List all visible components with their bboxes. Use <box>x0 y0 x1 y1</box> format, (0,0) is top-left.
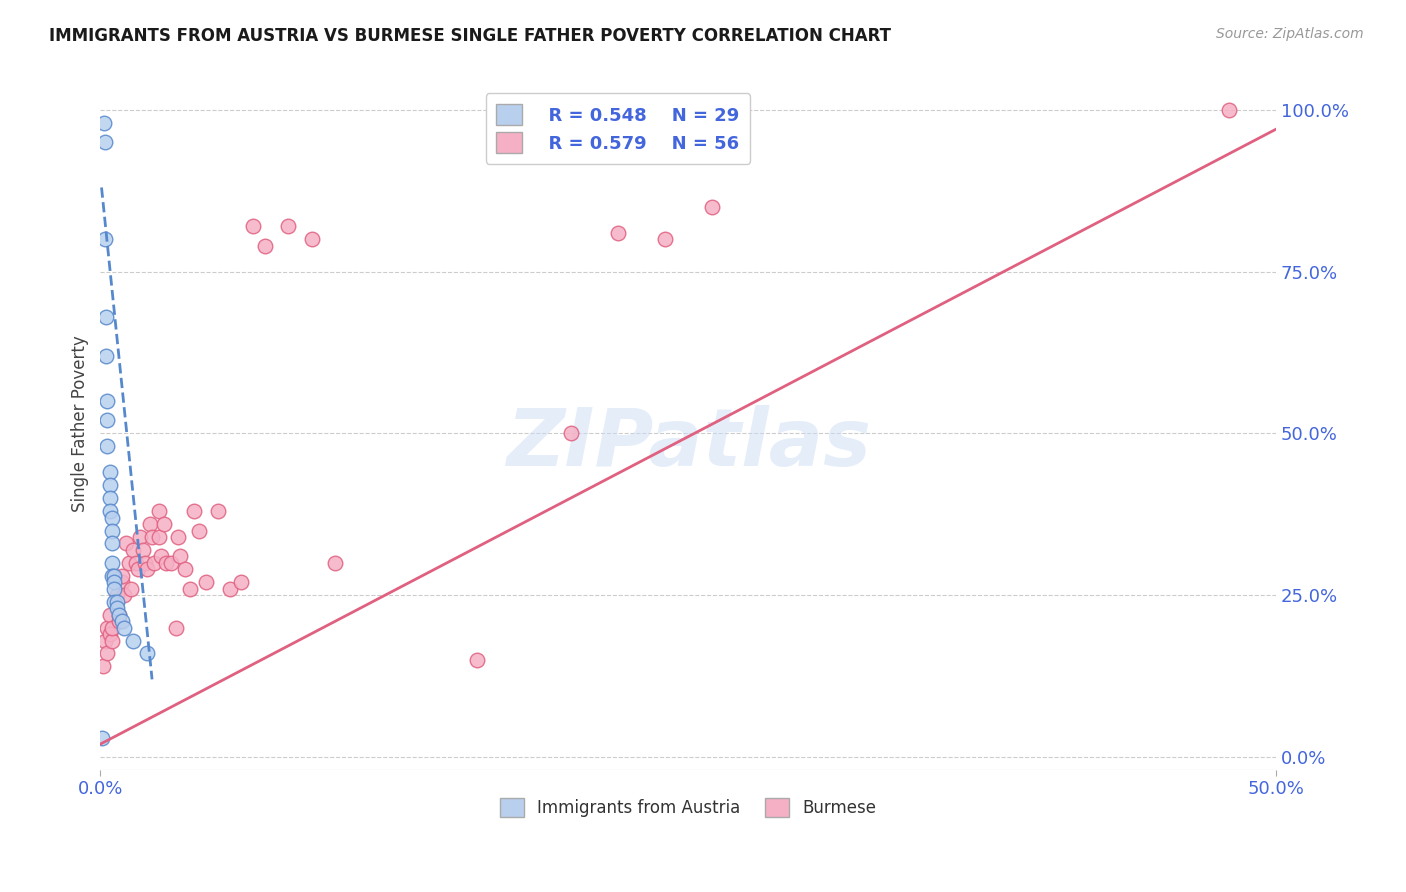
Point <box>93 135 115 149</box>
Point <box>110 569 132 583</box>
Point <box>325 556 347 570</box>
Text: Source: ZipAtlas.com: Source: ZipAtlas.com <box>1216 27 1364 41</box>
Point <box>1218 103 1240 117</box>
Point <box>101 524 124 538</box>
Point <box>134 556 156 570</box>
Point <box>700 200 723 214</box>
Point <box>136 562 159 576</box>
Point <box>188 524 211 538</box>
Point <box>98 491 121 505</box>
Point <box>148 530 170 544</box>
Point <box>165 621 187 635</box>
Point <box>94 349 117 363</box>
Point <box>153 516 176 531</box>
Y-axis label: Single Father Poverty: Single Father Poverty <box>72 335 89 512</box>
Point <box>465 653 488 667</box>
Point <box>103 575 125 590</box>
Point <box>160 556 183 570</box>
Point <box>96 413 118 427</box>
Point <box>112 621 135 635</box>
Point <box>120 582 142 596</box>
Point <box>96 621 118 635</box>
Point <box>122 543 145 558</box>
Point <box>143 556 166 570</box>
Point <box>105 601 128 615</box>
Point <box>94 232 117 246</box>
Point <box>108 614 131 628</box>
Point <box>101 621 124 635</box>
Point <box>207 504 229 518</box>
Point <box>101 536 124 550</box>
Point <box>101 569 124 583</box>
Point <box>127 562 149 576</box>
Point <box>96 394 118 409</box>
Point <box>138 516 160 531</box>
Point <box>98 478 121 492</box>
Point <box>115 536 138 550</box>
Point <box>96 439 118 453</box>
Point <box>218 582 240 596</box>
Point <box>98 627 121 641</box>
Point <box>91 659 114 673</box>
Point <box>108 607 131 622</box>
Point <box>253 238 276 252</box>
Point <box>98 504 121 518</box>
Point <box>94 310 117 324</box>
Point <box>136 647 159 661</box>
Point <box>167 530 190 544</box>
Point <box>98 607 121 622</box>
Point <box>103 595 125 609</box>
Point <box>654 232 676 246</box>
Point <box>131 543 153 558</box>
Point <box>112 588 135 602</box>
Point <box>108 607 131 622</box>
Point <box>560 426 582 441</box>
Point <box>195 575 218 590</box>
Point <box>301 232 323 246</box>
Point <box>242 219 264 234</box>
Point <box>124 556 146 570</box>
Point <box>103 582 125 596</box>
Point <box>101 556 124 570</box>
Point <box>169 549 191 564</box>
Point <box>105 588 128 602</box>
Text: ZIPatlas: ZIPatlas <box>506 406 870 483</box>
Point <box>129 530 152 544</box>
Point <box>277 219 299 234</box>
Point <box>103 569 125 583</box>
Point <box>110 614 132 628</box>
Point <box>98 465 121 479</box>
Legend: Immigrants from Austria, Burmese: Immigrants from Austria, Burmese <box>494 791 883 824</box>
Point <box>183 504 205 518</box>
Point <box>105 595 128 609</box>
Text: IMMIGRANTS FROM AUSTRIA VS BURMESE SINGLE FATHER POVERTY CORRELATION CHART: IMMIGRANTS FROM AUSTRIA VS BURMESE SINGL… <box>49 27 891 45</box>
Point <box>94 633 117 648</box>
Point <box>93 116 115 130</box>
Point <box>179 582 201 596</box>
Point <box>150 549 173 564</box>
Point <box>174 562 197 576</box>
Point <box>101 510 124 524</box>
Point <box>148 504 170 518</box>
Point <box>117 556 139 570</box>
Point <box>96 647 118 661</box>
Point <box>101 633 124 648</box>
Point <box>141 530 163 544</box>
Point <box>103 569 125 583</box>
Point <box>122 633 145 648</box>
Point <box>155 556 177 570</box>
Point <box>231 575 253 590</box>
Point <box>606 226 628 240</box>
Point <box>110 575 132 590</box>
Point <box>91 731 114 745</box>
